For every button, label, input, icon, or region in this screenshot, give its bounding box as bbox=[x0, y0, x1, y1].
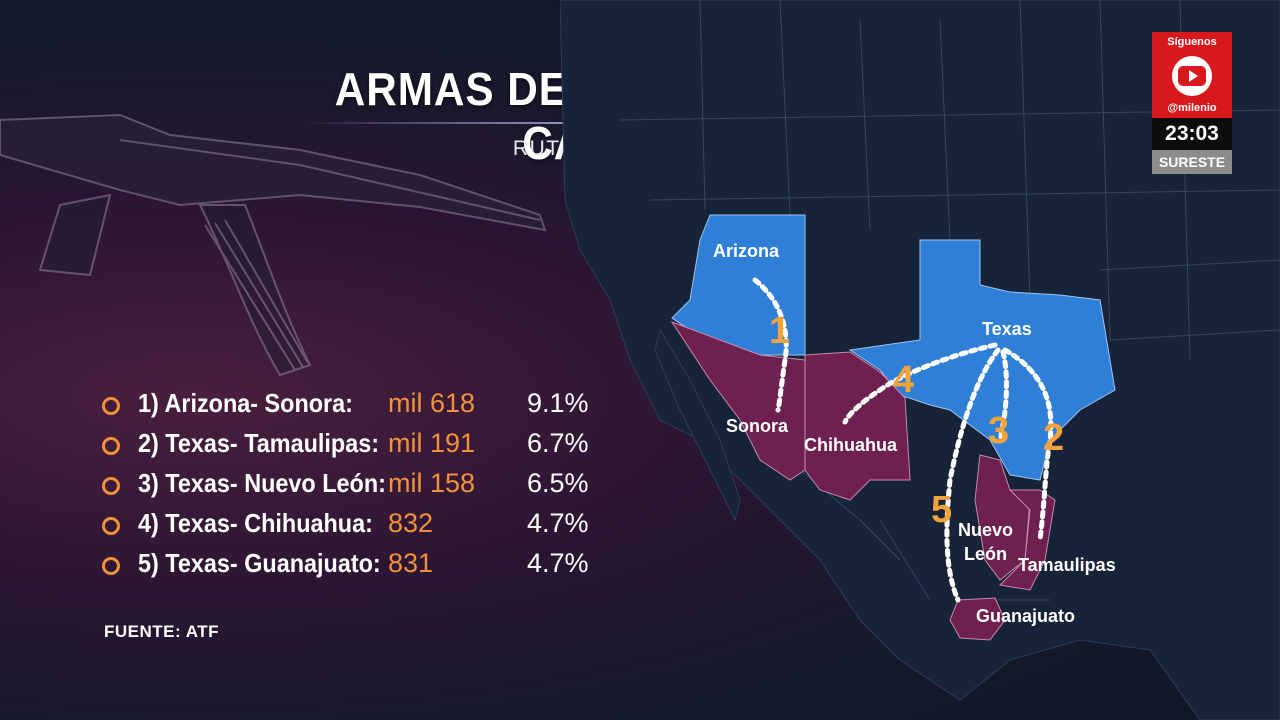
route-line-3 bbox=[997, 349, 1009, 443]
route-line-5 bbox=[944, 347, 1001, 603]
route-row-3: 3) Texas- Nuevo León: mil 158 6.5% bbox=[102, 468, 622, 508]
route-percent: 9.1% bbox=[527, 388, 589, 418]
bullet-icon bbox=[102, 437, 120, 455]
follow-label: Síguenos bbox=[1167, 36, 1217, 48]
route-row-2: 2) Texas- Tamaulipas: mil 191 6.7% bbox=[102, 428, 622, 468]
label-tamaulipas: Tamaulipas bbox=[1018, 555, 1116, 575]
bullet-icon bbox=[102, 397, 120, 415]
route-percent: 6.5% bbox=[527, 468, 589, 498]
route-row-1: 1) Arizona- Sonora: mil 618 9.1% bbox=[102, 388, 622, 428]
route-row-5: 5) Texas- Guanajuato: 831 4.7% bbox=[102, 548, 622, 588]
label-arizona: Arizona bbox=[713, 241, 780, 261]
route-row-4: 4) Texas- Chihuahua: 832 4.7% bbox=[102, 508, 622, 548]
rifle-illustration bbox=[0, 113, 547, 377]
label-nuevo-leon-line1: Nuevo bbox=[958, 520, 1013, 540]
route-number-3: 3 bbox=[988, 410, 1009, 452]
route-name: 2) Texas- Tamaulipas: bbox=[138, 428, 380, 458]
route-line-1 bbox=[752, 277, 789, 413]
route-amount: mil 618 bbox=[388, 388, 476, 418]
route-percent: 4.7% bbox=[527, 548, 589, 578]
bullet-icon bbox=[102, 557, 120, 575]
follow-panel[interactable]: Síguenos @milenio bbox=[1152, 32, 1232, 118]
clock-time: 23:03 bbox=[1152, 118, 1232, 150]
route-name: 1) Arizona- Sonora: bbox=[138, 388, 353, 418]
route-number-5: 5 bbox=[931, 489, 952, 531]
route-amount: 831 bbox=[388, 548, 434, 578]
channel-badge: Síguenos @milenio 23:03 SURESTE bbox=[1152, 32, 1232, 174]
route-amount: mil 191 bbox=[388, 428, 476, 458]
route-number-2: 2 bbox=[1043, 417, 1064, 459]
bullet-icon bbox=[102, 517, 120, 535]
label-guanajuato: Guanajuato bbox=[976, 606, 1075, 626]
sonora-state bbox=[670, 320, 806, 481]
route-map: Arizona Texas Sonora Chihuahua Nuevo Leó… bbox=[560, 0, 1280, 720]
route-name: 4) Texas- Chihuahua: bbox=[138, 508, 373, 538]
route-amount: 832 bbox=[388, 508, 434, 538]
label-sonora: Sonora bbox=[726, 416, 789, 436]
route-percent: 4.7% bbox=[527, 508, 589, 538]
baja-peninsula bbox=[654, 328, 741, 522]
label-nuevo-leon-line2: León bbox=[964, 544, 1007, 564]
label-chihuahua: Chihuahua bbox=[804, 435, 898, 455]
route-line-2 bbox=[1002, 347, 1054, 543]
route-amount: mil 158 bbox=[388, 468, 476, 498]
route-name: 3) Texas- Nuevo León: bbox=[138, 468, 386, 498]
route-number-1: 1 bbox=[769, 310, 790, 352]
route-number-4: 4 bbox=[893, 359, 914, 401]
route-line-4 bbox=[842, 342, 998, 425]
channel-handle: @milenio bbox=[1167, 102, 1217, 114]
youtube-icon bbox=[1172, 56, 1212, 96]
route-percent: 6.7% bbox=[527, 428, 589, 458]
route-name: 5) Texas- Guanajuato: bbox=[138, 548, 381, 578]
region-label: SURESTE bbox=[1152, 150, 1232, 174]
guanajuato-state bbox=[949, 597, 1006, 641]
bullet-icon bbox=[102, 477, 120, 495]
source-note: FUENTE: ATF bbox=[104, 622, 220, 641]
texas-state bbox=[848, 239, 1116, 481]
label-texas: Texas bbox=[982, 319, 1032, 339]
